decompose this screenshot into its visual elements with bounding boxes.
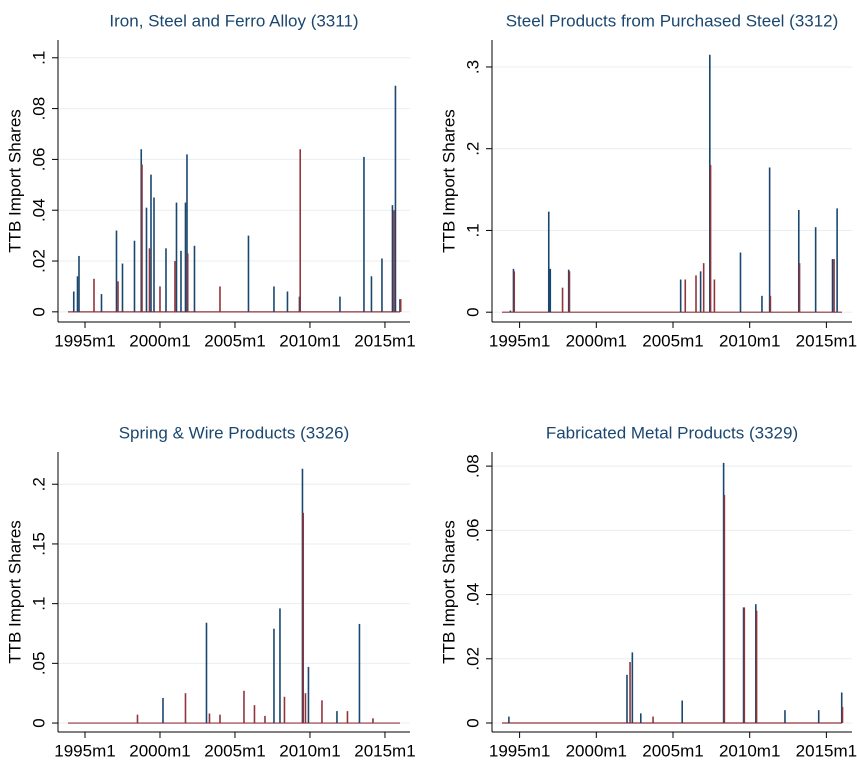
y-tick-label: 0 bbox=[29, 307, 48, 316]
y-tick-label: 0 bbox=[463, 307, 482, 316]
chart-title: Fabricated Metal Products (3329) bbox=[546, 423, 798, 442]
y-tick-label: .08 bbox=[463, 454, 482, 478]
x-tick-label: 2000m1 bbox=[129, 741, 190, 760]
chart-title: Steel Products from Purchased Steel (331… bbox=[506, 11, 839, 30]
x-tick-label: 2010m1 bbox=[719, 331, 780, 350]
y-tick-label: .05 bbox=[29, 652, 48, 676]
y-tick-label: .04 bbox=[29, 198, 48, 222]
x-tick-label: 1995m1 bbox=[54, 741, 115, 760]
x-tick-label: 2010m1 bbox=[279, 741, 340, 760]
y-tick-label: 0 bbox=[29, 718, 48, 727]
x-tick-label: 2010m1 bbox=[719, 741, 780, 760]
x-tick-label: 2000m1 bbox=[566, 331, 627, 350]
x-tick-label: 1995m1 bbox=[54, 331, 115, 350]
x-tick-label: 2000m1 bbox=[566, 741, 627, 760]
x-tick-label: 1995m1 bbox=[489, 741, 550, 760]
y-axis-title: TTB Import Shares bbox=[5, 520, 24, 664]
y-tick-label: .15 bbox=[29, 532, 48, 556]
x-tick-label: 2005m1 bbox=[204, 741, 265, 760]
y-tick-label: .2 bbox=[29, 477, 48, 491]
y-tick-label: .1 bbox=[29, 597, 48, 611]
y-axis-title: TTB Import Shares bbox=[439, 109, 458, 253]
y-tick-label: .06 bbox=[463, 519, 482, 543]
x-tick-label: 2015m1 bbox=[796, 331, 857, 350]
y-tick-label: .3 bbox=[463, 60, 482, 74]
y-tick-label: .1 bbox=[29, 51, 48, 65]
x-tick-label: 2005m1 bbox=[204, 331, 265, 350]
y-tick-label: .1 bbox=[463, 223, 482, 237]
x-tick-label: 2010m1 bbox=[279, 331, 340, 350]
x-tick-label: 2015m1 bbox=[354, 741, 415, 760]
y-axis-title: TTB Import Shares bbox=[5, 109, 24, 253]
y-axis-title: TTB Import Shares bbox=[439, 520, 458, 664]
y-tick-label: .02 bbox=[29, 249, 48, 273]
x-tick-label: 2005m1 bbox=[642, 741, 703, 760]
y-tick-label: .08 bbox=[29, 97, 48, 121]
y-tick-label: .2 bbox=[463, 142, 482, 156]
y-tick-label: .02 bbox=[463, 647, 482, 671]
y-tick-label: .04 bbox=[463, 583, 482, 607]
chart-title: Iron, Steel and Ferro Alloy (3311) bbox=[109, 11, 358, 30]
x-tick-label: 1995m1 bbox=[489, 331, 550, 350]
y-tick-label: .06 bbox=[29, 148, 48, 172]
x-tick-label: 2015m1 bbox=[796, 741, 857, 760]
y-tick-label: 0 bbox=[463, 718, 482, 727]
x-tick-label: 2005m1 bbox=[642, 331, 703, 350]
x-tick-label: 2015m1 bbox=[354, 331, 415, 350]
x-tick-label: 2000m1 bbox=[129, 331, 190, 350]
chart-title: Spring & Wire Products (3326) bbox=[119, 423, 350, 442]
